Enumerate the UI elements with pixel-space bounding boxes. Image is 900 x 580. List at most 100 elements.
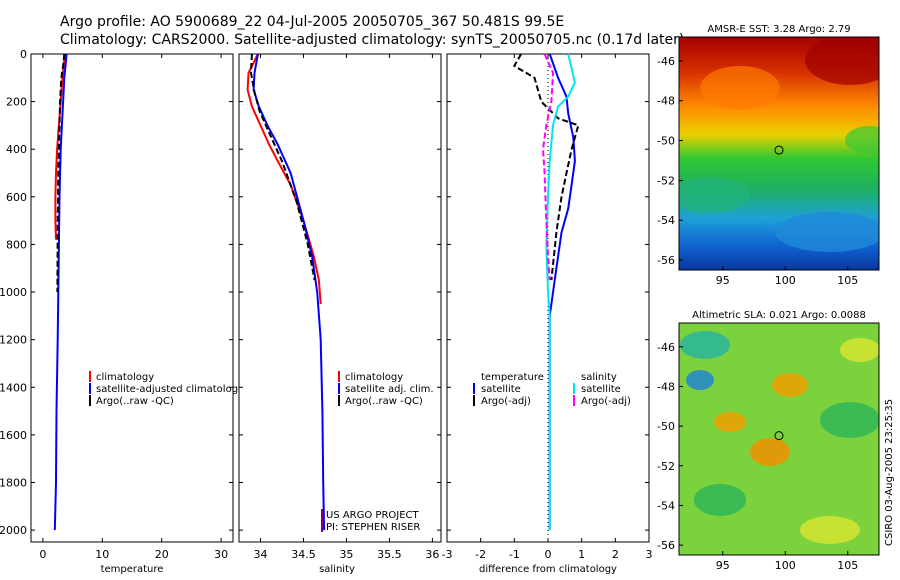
x-tick-label: 0 [545,548,552,561]
difference-xlabel: difference from climatology [479,564,617,575]
sst-map-title: AMSR-E SST: 3.28 Argo: 2.79 [707,24,850,35]
x-tick-label: 34 [253,548,267,561]
salinity-annotation: US ARGO PROJECT PI: STEPHEN RISER [321,509,420,533]
y-tick-label: 400 [6,143,27,156]
map-y-tick-label: -48 [657,95,675,108]
sla-low-patch [680,331,730,359]
legend-label-climatology: climatology [96,372,154,383]
map-y-tick-label: -48 [657,380,675,393]
sst-map-panel: AMSR-E SST: 3.28 Argo: 2.79 95 100 105 -46 -… [657,24,880,287]
y-tick-label: 1600 [0,429,27,442]
x-tick-label: 34.5 [291,548,316,561]
map-x-tick-label: 100 [775,559,796,572]
map-x-tick-label: 105 [837,559,858,572]
sst-green-patch [679,177,750,213]
difference-legend-temperature: temperature satellite Argo(-adj) [473,372,544,407]
annotation-line-2: PI: STEPHEN RISER [326,522,420,533]
sst-green-patch-2 [845,126,879,154]
series-line-climatology [246,53,322,305]
title-line-2: Climatology: CARS2000. Satellite-adjuste… [60,32,684,48]
map-x-tick-label: 100 [775,274,796,287]
y-tick-label: 200 [6,96,27,109]
map-y-tick-label: -52 [657,174,675,187]
sst-hot-patch [805,37,879,85]
x-tick-label: -1 [509,548,520,561]
temperature-panel: 0 10 20 30 0 200 400 600 800 1000 1200 1400 1600 1800… [0,48,244,575]
sla-high-patch-2 [714,412,746,432]
legend-label-temp-argo: Argo(-adj) [481,396,531,407]
x-tick-label: 35 [339,548,353,561]
salinity-xlabel: salinity [319,564,355,575]
sla-high-patch-3 [750,438,790,466]
argo-location-marker [774,431,784,441]
x-tick-label: 2 [612,548,619,561]
sla-mid-patch-2 [694,484,746,516]
sst-blue-patch [775,212,879,252]
legend-header-salinity: salinity [581,372,617,383]
map-y-tick-label: -50 [657,135,675,148]
legend-label-temp-satellite: satellite [481,384,521,395]
series-line-climatology [54,53,66,240]
map-y-tick-label: -52 [657,460,675,473]
map-x-tick-label: 95 [716,559,730,572]
map-x-tick-label: 95 [716,274,730,287]
sla-high-patch [772,373,808,397]
annotation-line-1: US ARGO PROJECT [326,510,420,521]
y-tick-label: 1800 [0,476,27,489]
legend-label-sal-argo: Argo(-adj) [581,396,631,407]
salinity-legend: climatology satellite adj. clim. Argo(..… [338,371,434,407]
y-tick-label: 1400 [0,381,27,394]
sla-low-patch-2 [686,370,714,390]
series-line-salinity-argo-adj- [541,53,555,281]
difference-legend-salinity: salinity satellite Argo(-adj) [573,372,631,407]
sla-yellow-patch-2 [840,338,879,362]
series-line-temperature-satellite [548,53,576,531]
x-tick-label: 1 [578,548,585,561]
map-y-tick-label: -56 [657,539,675,552]
series-line-argo-raw-qc- [249,53,316,281]
x-tick-label: 36 [425,548,439,561]
y-tick-label: 800 [6,238,27,251]
x-tick-label: 35.5 [377,548,402,561]
y-tick-label: 1200 [0,334,27,347]
map-y-tick-label: -56 [657,254,675,267]
credit-stamp: CSIRO 03-Aug-2005 23:25:35 [884,399,895,546]
y-tick-label: 600 [6,191,27,204]
legend-label-satellite: satellite adj. clim. [345,384,434,395]
x-tick-label: 20 [155,548,169,561]
sla-map-title: Altimetric SLA: 0.021 Argo: 0.0088 [692,310,866,321]
y-tick-label: 2000 [0,524,27,537]
map-y-tick-label: -50 [657,420,675,433]
legend-label-argo: Argo(..raw -QC) [96,396,174,407]
argo-location-marker [774,145,784,155]
map-y-tick-label: -54 [657,499,675,512]
x-tick-label: 30 [214,548,228,561]
sst-map-frame [678,36,880,271]
x-tick-label: 3 [646,548,653,561]
legend-label-climatology: climatology [345,372,403,383]
map-y-tick-label: -46 [657,341,675,354]
legend-label-sal-satellite: satellite [581,384,621,395]
temperature-axes-box [30,53,234,543]
salinity-panel: 34 34.5 35 35.5 36 salinity climatology sate… [238,53,442,575]
difference-panel: -3 -2 -1 0 1 2 3 difference from climatology t… [442,53,653,575]
sla-map-panel: Altimetric SLA: 0.021 Argo: 0.0088 95 100… [657,310,880,572]
x-tick-label: -2 [475,548,486,561]
temperature-xlabel: temperature [101,564,164,575]
map-y-tick-label: -46 [657,55,675,68]
y-tick-label: 0 [20,48,27,61]
legend-label-satellite: satellite-adjusted climatology [96,384,244,395]
x-tick-label: 0 [39,548,46,561]
map-x-tick-label: 105 [837,274,858,287]
sla-mid-patch [820,402,879,438]
series-line-salinity-satellite [545,53,576,531]
sla-map-frame [678,322,880,556]
series-line-temperature-argo-adj- [512,53,580,281]
title-line-1: Argo profile: AO 5900689_22 04-Jul-2005 … [60,14,564,30]
sla-yellow-patch [800,516,860,544]
x-tick-label: 10 [95,548,109,561]
legend-label-argo: Argo(..raw -QC) [345,396,423,407]
series-line-satellite-adjusted-climatology [53,53,68,531]
y-tick-label: 1000 [0,286,27,299]
